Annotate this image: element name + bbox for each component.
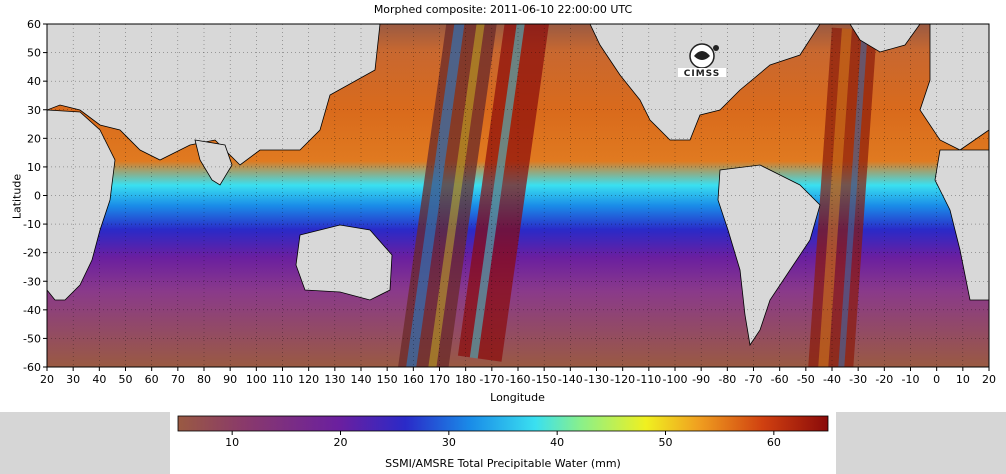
x-tick-label: 60 [145, 373, 159, 386]
figure-title: Morphed composite: 2011-06-10 22:00:00 U… [373, 3, 633, 16]
satellite-swaths [397, 24, 877, 367]
y-tick-label: 0 [34, 190, 41, 203]
x-tick-label: -130 [584, 373, 609, 386]
land-europe-africa-west [919, 24, 989, 151]
x-tick-label: -70 [745, 373, 763, 386]
y-tick-label: -40 [23, 304, 41, 317]
y-tick-label: 20 [27, 132, 41, 145]
x-tick-label: 100 [246, 373, 267, 386]
x-tick-label: -170 [479, 373, 504, 386]
y-tick-label: 10 [27, 161, 41, 174]
x-tick-label: 70 [171, 373, 185, 386]
y-tick-label: 40 [27, 75, 41, 88]
colorbar-tick-label: 60 [767, 436, 781, 449]
land-india [194, 139, 233, 186]
y-axis-label: Latitude [10, 173, 24, 220]
x-tick-label: -80 [718, 373, 736, 386]
land-africa-west [934, 149, 989, 301]
colorbar-ramp [177, 415, 829, 432]
x-tick-label: 0 [933, 373, 940, 386]
colorbar-tick-label: 40 [550, 436, 564, 449]
x-tick-label: -160 [506, 373, 531, 386]
colorbar-tick-label: 10 [225, 436, 239, 449]
x-tick-label: 90 [223, 373, 237, 386]
x-tick-label: -150 [532, 373, 557, 386]
x-tick-label: 180 [455, 373, 476, 386]
x-tick-label: -60 [771, 373, 789, 386]
x-tick-label: 30 [66, 373, 80, 386]
svg-text:CIMSS: CIMSS [684, 69, 720, 78]
x-tick-label: -90 [692, 373, 710, 386]
x-tick-label: -100 [663, 373, 688, 386]
x-tick-label: 150 [377, 373, 398, 386]
cimss-logo: CIMSS [676, 42, 728, 79]
colorbar-label: SSMI/AMSRE Total Precipitable Water (mm) [385, 457, 621, 470]
x-tick-label: -30 [849, 373, 867, 386]
land-south-america [717, 164, 821, 347]
x-tick-label: 80 [197, 373, 211, 386]
y-tick-label: -10 [23, 218, 41, 231]
colorbar-tick-label: 20 [334, 436, 348, 449]
x-tick-label: 20 [982, 373, 996, 386]
y-tick-label: -50 [23, 332, 41, 345]
land-greenland [849, 24, 921, 53]
x-tick-label: 40 [92, 373, 106, 386]
x-tick-label: 10 [956, 373, 970, 386]
grid [47, 24, 989, 367]
colorbar-tick-label: 50 [659, 436, 673, 449]
x-tick-label: -120 [610, 373, 635, 386]
land-north-america [589, 24, 821, 141]
x-tick-label: 140 [351, 373, 372, 386]
x-tick-label: -20 [875, 373, 893, 386]
y-tick-label: -60 [23, 361, 41, 374]
x-tick-label: 130 [324, 373, 345, 386]
y-tick-label: -30 [23, 275, 41, 288]
x-tick-label: 110 [272, 373, 293, 386]
x-tick-label: 20 [40, 373, 54, 386]
y-axis-ticks: 60 50 40 30 20 10 0 -10 -20 -30 -40 -50 -60 [23, 18, 47, 374]
y-tick-label: 60 [27, 18, 41, 31]
y-tick-label: 50 [27, 47, 41, 60]
x-axis-label: Longitude [490, 391, 545, 404]
colorbar-tick-label: 30 [442, 436, 456, 449]
x-tick-label: -40 [823, 373, 841, 386]
y-tick-label: 30 [27, 104, 41, 117]
x-tick-label: 120 [298, 373, 319, 386]
x-tick-label: -110 [636, 373, 661, 386]
colorbar-ticks: 10 20 30 40 50 60 [225, 431, 781, 449]
x-tick-label: -10 [902, 373, 920, 386]
x-tick-label: 160 [403, 373, 424, 386]
y-tick-label: -20 [23, 247, 41, 260]
x-tick-label: 170 [429, 373, 450, 386]
x-tick-label: 50 [119, 373, 133, 386]
x-tick-label: -50 [797, 373, 815, 386]
x-axis-ticks: 20 30 40 50 60 70 80 90 100 110 120 130 140 150 160 170… [40, 367, 996, 386]
x-tick-label: -140 [558, 373, 583, 386]
